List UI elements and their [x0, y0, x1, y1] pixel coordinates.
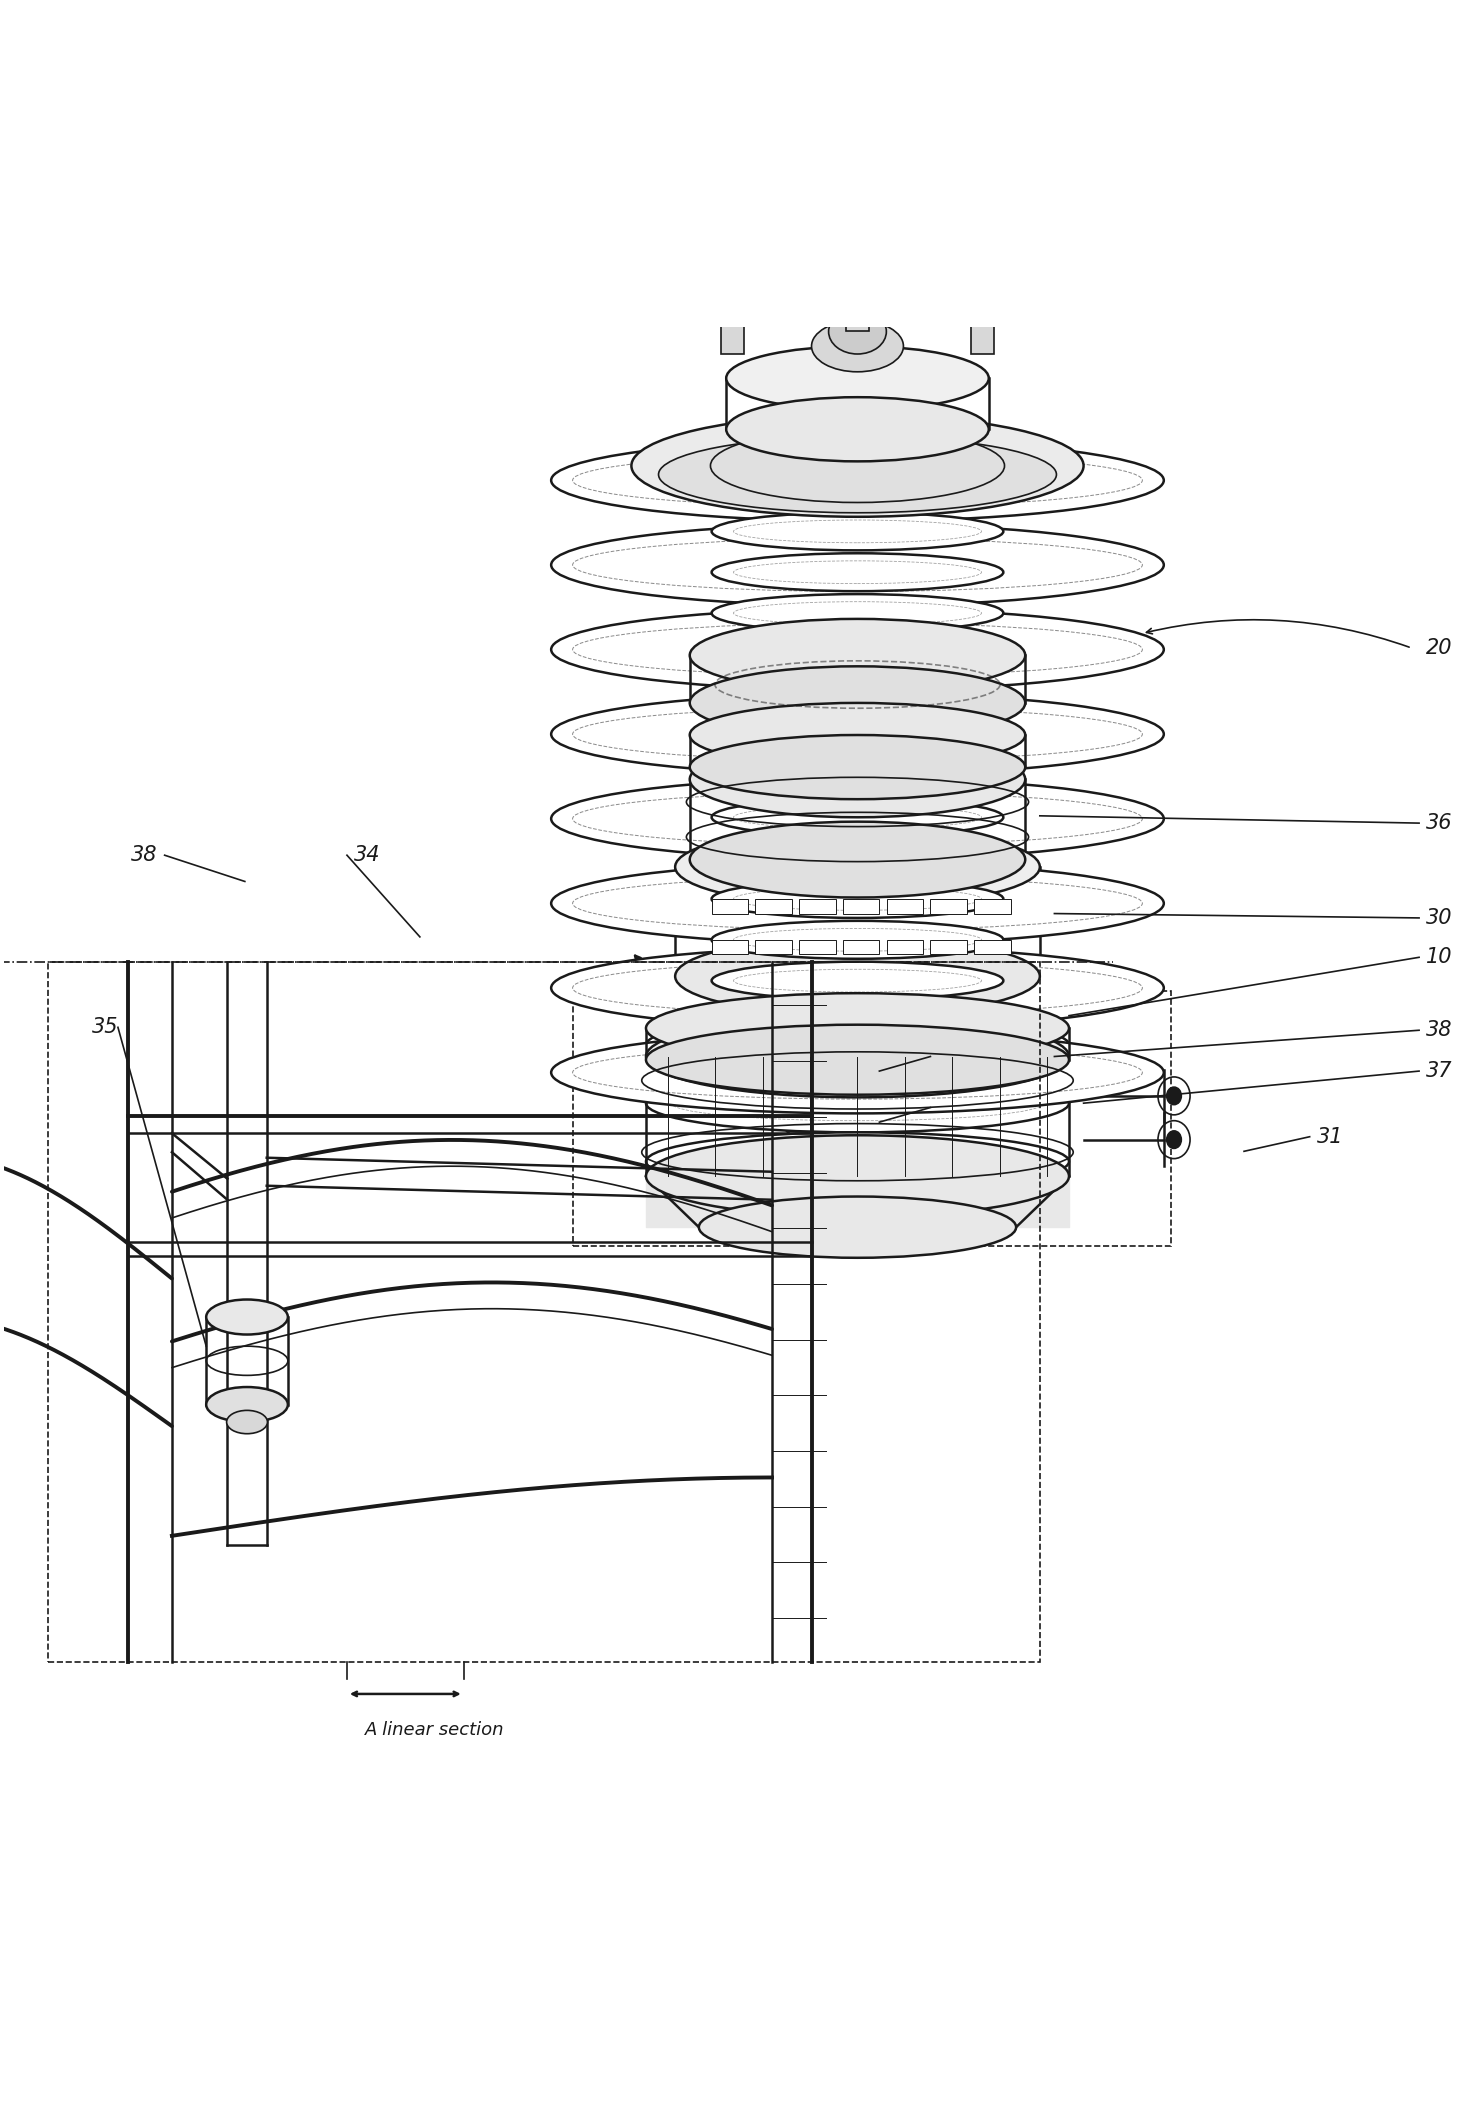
Ellipse shape [552, 1031, 1163, 1114]
Ellipse shape [552, 862, 1163, 945]
Bar [800, 940, 836, 955]
Ellipse shape [552, 693, 1163, 775]
Ellipse shape [719, 311, 745, 325]
Ellipse shape [631, 414, 1084, 518]
Text: 10: 10 [1426, 947, 1452, 968]
Text: 35: 35 [91, 1016, 119, 1037]
Text: 32: 32 [937, 1097, 964, 1118]
Ellipse shape [659, 435, 1056, 513]
Ellipse shape [711, 879, 1003, 917]
Ellipse shape [1166, 1086, 1181, 1105]
Bar [886, 898, 923, 913]
Ellipse shape [711, 839, 1003, 877]
Ellipse shape [711, 716, 1003, 754]
Bar [846, 296, 868, 332]
Text: A linear section: A linear section [365, 1722, 505, 1739]
Ellipse shape [711, 961, 1003, 999]
Bar [974, 898, 1011, 913]
Text: 38: 38 [131, 845, 157, 864]
Ellipse shape [698, 1196, 1017, 1257]
Ellipse shape [675, 936, 1040, 1016]
Text: 36: 36 [1426, 814, 1452, 833]
Ellipse shape [552, 440, 1163, 522]
Bar [844, 898, 879, 913]
Ellipse shape [226, 1409, 267, 1435]
Ellipse shape [207, 1299, 288, 1335]
Ellipse shape [711, 513, 1003, 549]
Ellipse shape [645, 1016, 1069, 1073]
Ellipse shape [552, 947, 1163, 1029]
Ellipse shape [711, 554, 1003, 592]
Bar [971, 319, 995, 353]
Ellipse shape [645, 1073, 1069, 1133]
Ellipse shape [689, 619, 1025, 691]
Ellipse shape [645, 993, 1069, 1063]
Ellipse shape [552, 609, 1163, 691]
Ellipse shape [689, 742, 1025, 818]
Ellipse shape [829, 308, 886, 355]
Bar [844, 940, 879, 955]
Ellipse shape [970, 311, 996, 325]
Ellipse shape [711, 634, 1003, 672]
Ellipse shape [726, 397, 989, 461]
Ellipse shape [645, 1135, 1069, 1217]
Bar [756, 898, 792, 913]
Ellipse shape [711, 594, 1003, 632]
Ellipse shape [207, 1386, 288, 1422]
Ellipse shape [711, 921, 1003, 959]
Text: 31: 31 [1317, 1126, 1344, 1147]
Ellipse shape [811, 321, 904, 372]
Text: 20: 20 [1426, 638, 1452, 657]
Bar [800, 898, 836, 913]
Text: 34: 34 [354, 845, 381, 864]
Bar [48, 961, 1040, 1661]
Ellipse shape [711, 799, 1003, 837]
Ellipse shape [711, 471, 1003, 509]
Bar [974, 940, 1011, 955]
Ellipse shape [689, 666, 1025, 740]
Ellipse shape [645, 1016, 1069, 1097]
Text: 30: 30 [1426, 909, 1452, 928]
Ellipse shape [645, 957, 1069, 1016]
Ellipse shape [689, 735, 1025, 799]
Text: 38: 38 [1426, 1021, 1452, 1040]
Bar [574, 991, 1171, 1247]
Bar [756, 940, 792, 955]
Text: 37: 37 [1426, 1061, 1452, 1082]
Bar [711, 940, 748, 955]
Ellipse shape [552, 778, 1163, 860]
Ellipse shape [711, 676, 1003, 714]
Ellipse shape [711, 756, 1003, 794]
Ellipse shape [552, 524, 1163, 606]
Ellipse shape [645, 1025, 1069, 1095]
Bar [886, 940, 923, 955]
Ellipse shape [1166, 1130, 1181, 1147]
Ellipse shape [645, 1133, 1069, 1192]
Ellipse shape [675, 828, 1040, 906]
Bar [720, 319, 744, 353]
Ellipse shape [845, 289, 870, 304]
Ellipse shape [726, 347, 989, 410]
Bar [711, 898, 748, 913]
Ellipse shape [689, 704, 1025, 767]
Bar [930, 898, 967, 913]
Bar [930, 940, 967, 955]
Ellipse shape [689, 822, 1025, 898]
Text: 33: 33 [937, 1046, 964, 1067]
